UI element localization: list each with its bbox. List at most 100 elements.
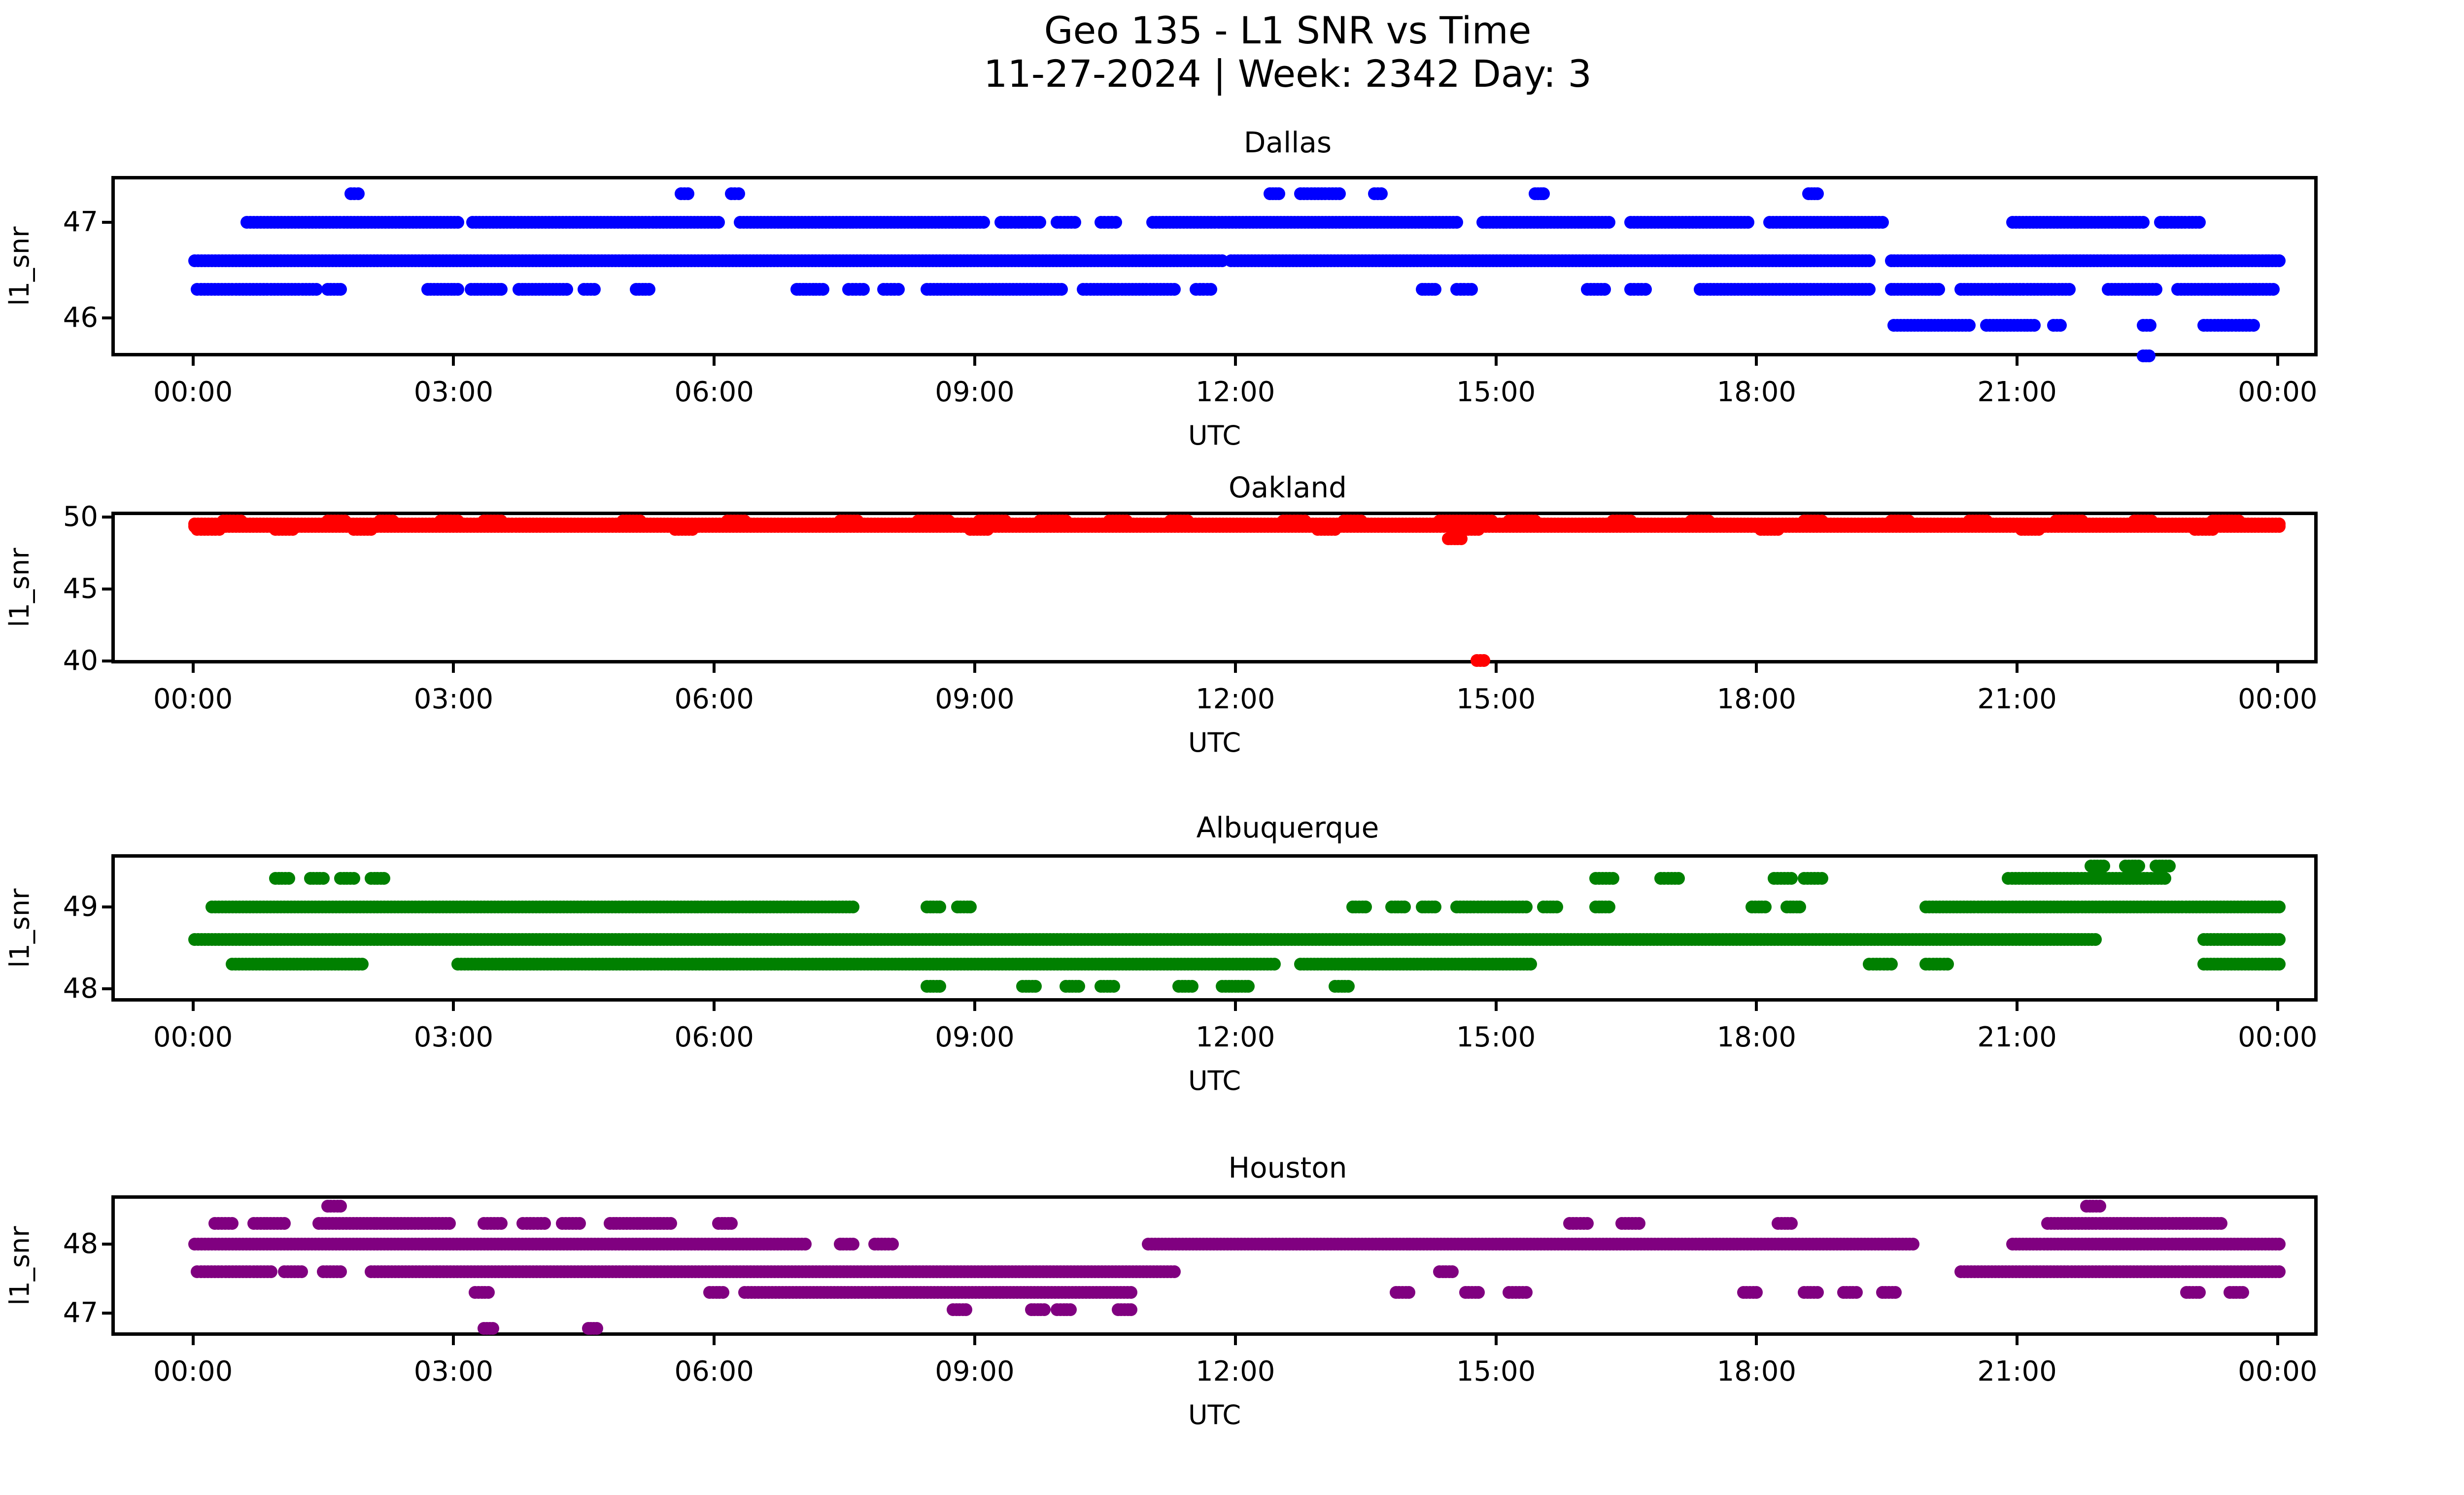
data-point — [1815, 872, 1828, 885]
data-point — [1333, 187, 1346, 200]
plot-area: 48 49 00:00 03:00 06:00 09:00 12:00 15:00 18:00 2… — [111, 854, 2318, 1002]
data-point — [560, 283, 573, 296]
data-point — [1785, 872, 1798, 885]
data-point — [2193, 216, 2206, 229]
x-tick-label: 06:00 — [674, 1024, 753, 1051]
x-tick-label: 06:00 — [674, 379, 753, 406]
data-point — [1963, 319, 1976, 332]
data-point — [1109, 216, 1122, 229]
data-point — [1520, 901, 1533, 913]
subplot-title: Houston — [0, 1152, 2464, 1183]
data-point — [1624, 515, 1637, 527]
data-point — [1268, 958, 1281, 971]
y-tick-label: 45 — [63, 575, 115, 603]
data-point — [588, 283, 601, 296]
data-point — [847, 1238, 859, 1251]
x-tick-mark — [452, 1332, 455, 1345]
data-point — [495, 515, 508, 527]
x-tick-label: 00:00 — [2238, 1024, 2317, 1051]
x-tick-mark — [973, 998, 976, 1011]
data-point — [213, 523, 226, 536]
subplot-title: Dallas — [0, 127, 2464, 158]
data-point — [1702, 515, 1715, 527]
x-tick-mark — [973, 353, 976, 366]
data-point — [1550, 901, 1563, 913]
data-point — [2054, 319, 2067, 332]
data-point — [1186, 980, 1198, 993]
x-tick-mark — [2276, 998, 2279, 1011]
data-point — [334, 283, 347, 296]
data-point — [1811, 187, 1824, 200]
data-point — [964, 901, 977, 913]
data-point — [981, 523, 994, 536]
data-point — [2273, 254, 2286, 267]
plot-area: 47 48 00:00 03:00 06:00 09:00 12:00 15:00 18:00 2… — [111, 1195, 2318, 1336]
data-point — [2032, 523, 2045, 536]
data-point — [495, 283, 508, 296]
x-tick-label: 21:00 — [1977, 686, 2056, 713]
data-point — [1603, 216, 1615, 229]
x-tick-mark — [1234, 998, 1237, 1011]
subplot-title: Albuquerque — [0, 812, 2464, 843]
data-point — [2267, 283, 2280, 296]
figure-suptitle: Geo 135 - L1 SNR vs Time 11-27-2024 | We… — [0, 9, 2464, 96]
x-tick-mark — [973, 660, 976, 673]
x-tick-label: 06:00 — [674, 1358, 753, 1386]
x-tick-mark — [2016, 1332, 2019, 1345]
x-tick-mark — [2276, 353, 2279, 366]
x-tick-mark — [1755, 1332, 1758, 1345]
data-point — [886, 1238, 899, 1251]
x-tick-mark — [713, 660, 716, 673]
x-tick-label: 00:00 — [2238, 686, 2317, 713]
data-point — [799, 1238, 812, 1251]
data-point — [1429, 901, 1441, 913]
data-point — [1329, 523, 1341, 536]
data-point — [451, 515, 464, 527]
y-tick-label: 50 — [63, 503, 115, 531]
data-point — [356, 958, 369, 971]
data-point — [1055, 283, 1068, 296]
data-point — [352, 187, 365, 200]
x-tick-label: 12:00 — [1196, 1358, 1275, 1386]
x-tick-mark — [192, 353, 195, 366]
x-tick-label: 15:00 — [1456, 379, 1536, 406]
data-point — [1607, 872, 1619, 885]
x-tick-mark — [1495, 998, 1498, 1011]
plot-area: 40 45 50 00:00 03:00 06:00 09:00 12:00 15:00 18:0… — [111, 512, 2318, 663]
data-point — [2097, 860, 2110, 872]
data-point — [1355, 515, 1368, 527]
data-point — [1941, 958, 1954, 971]
x-tick-label: 18:00 — [1717, 1358, 1796, 1386]
x-tick-label: 09:00 — [935, 379, 1014, 406]
y-axis-label: l1_snr — [5, 854, 34, 1002]
data-point — [1359, 901, 1372, 913]
data-point — [892, 283, 905, 296]
data-point — [732, 187, 745, 200]
data-point — [2150, 283, 2162, 296]
x-tick-mark — [1495, 1332, 1498, 1345]
x-tick-mark — [192, 998, 195, 1011]
data-point — [1272, 187, 1285, 200]
x-tick-label: 09:00 — [935, 1358, 1014, 1386]
x-tick-label: 09:00 — [935, 686, 1014, 713]
data-point — [1120, 515, 1133, 527]
data-point — [2232, 515, 2245, 527]
x-tick-label: 03:00 — [414, 379, 493, 406]
data-point — [847, 901, 859, 913]
data-point — [1672, 872, 1685, 885]
data-point — [712, 216, 725, 229]
x-tick-label: 15:00 — [1456, 1358, 1536, 1386]
data-point — [851, 515, 864, 527]
data-point — [2273, 958, 2286, 971]
data-point — [347, 872, 360, 885]
data-point — [1742, 216, 1754, 229]
data-point — [817, 283, 829, 296]
y-tick-label: 47 — [63, 209, 115, 236]
x-axis-label: UTC — [111, 729, 2318, 757]
data-point — [1863, 254, 1876, 267]
x-tick-label: 21:00 — [1977, 379, 2056, 406]
data-point — [933, 980, 946, 993]
x-tick-mark — [452, 998, 455, 1011]
x-tick-label: 21:00 — [1977, 1024, 2056, 1051]
data-point — [286, 523, 299, 536]
